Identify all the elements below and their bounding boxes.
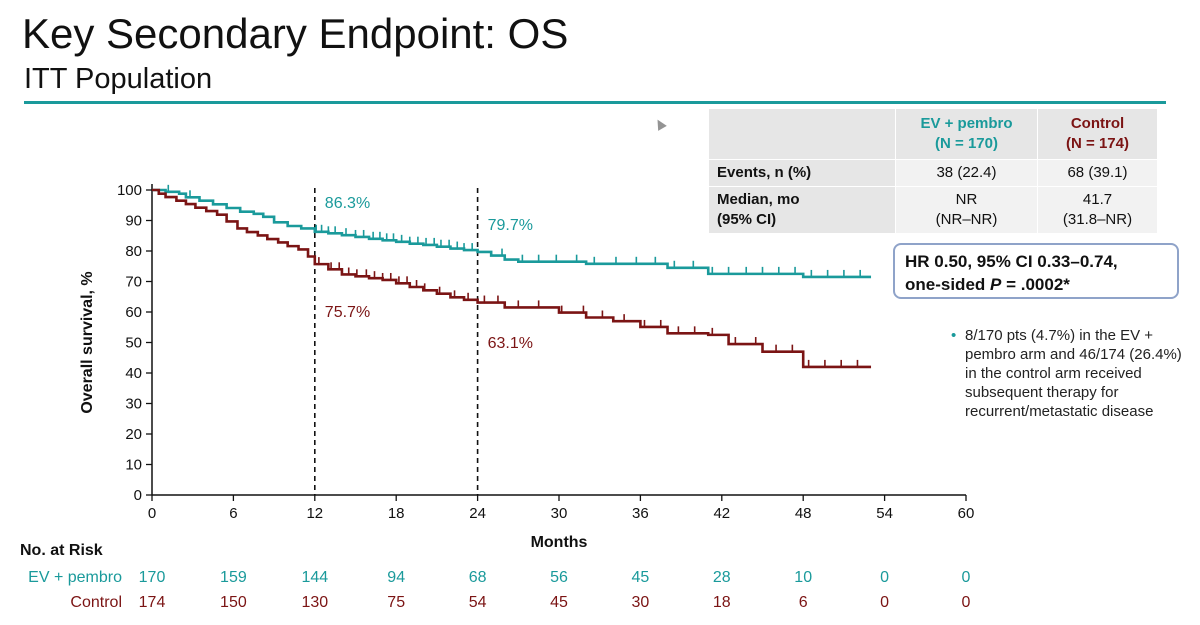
x-tick-label: 0 (148, 505, 156, 522)
landmark-label: 79.7% (488, 217, 533, 234)
y-tick-label: 10 (125, 457, 142, 474)
results-header-ctrl-n: (N = 174) (1066, 135, 1129, 152)
results-median-label-2: (95% CI) (717, 211, 777, 228)
results-row-median: Median, mo (95% CI) NR (NR–NR) 41.7 (31.… (708, 186, 1158, 234)
survival-curves (152, 184, 872, 369)
risk-value: 56 (550, 569, 568, 586)
x-tick-label: 30 (551, 505, 568, 522)
results-header-ev-n: (N = 170) (935, 135, 998, 152)
risk-value: 0 (962, 594, 971, 611)
survival-curve-ev-pembro (152, 188, 872, 279)
risk-value: 54 (469, 594, 487, 611)
risk-value: 10 (794, 569, 812, 586)
results-median-label: Median, mo (95% CI) (708, 186, 896, 234)
y-tick-label: 60 (125, 304, 142, 321)
risk-value: 94 (387, 569, 405, 586)
risk-value: 159 (220, 569, 247, 586)
y-tick-label: 90 (125, 213, 142, 230)
slide-subtitle: ITT Population (24, 63, 213, 95)
x-tick-label: 18 (388, 505, 405, 522)
risk-value: 18 (713, 594, 731, 611)
subsequent-therapy-note: • 8/170 pts (4.7%) in the EV + pembro ar… (951, 326, 1185, 421)
x-axis-label: Months (531, 534, 588, 551)
results-header-ctrl-name: Control (1070, 115, 1125, 132)
results-header-ev-name: EV + pembro (920, 115, 1013, 132)
y-tick-label: 0 (134, 487, 142, 504)
results-events-ev: 38 (22.4) (895, 159, 1038, 187)
hazard-ratio-line-1: HR 0.50, 95% CI 0.33–0.74, (905, 252, 1118, 271)
risk-value: 0 (880, 569, 889, 586)
results-events-ctrl: 68 (39.1) (1037, 159, 1158, 187)
results-table: EV + pembro (N = 170) Control (N = 174) … (708, 108, 1158, 234)
landmark-label: 86.3% (325, 195, 370, 212)
y-tick-label: 20 (125, 426, 142, 443)
title-divider (24, 101, 1166, 104)
chart-axes: 0 10 20 30 40 50 60 70 80 90 100 0 6 12 18 24 30 36 42 48 54… (79, 182, 974, 551)
y-tick-label: 30 (125, 396, 142, 413)
note-text: 8/170 pts (4.7%) in the EV + pembro arm … (965, 327, 1182, 420)
results-median-ev-1: NR (955, 191, 978, 208)
x-tick-label: 12 (306, 505, 323, 522)
y-tick-label: 80 (125, 243, 142, 260)
risk-value: 130 (301, 594, 328, 611)
y-tick-label: 50 (125, 335, 142, 352)
slide-title: Key Secondary Endpoint: OS (22, 10, 569, 57)
risk-row-label: EV + pembro (28, 569, 122, 586)
risk-table-title: No. at Risk (20, 542, 103, 559)
bullet-icon: • (951, 327, 957, 344)
y-tick-label: 100 (117, 182, 142, 199)
risk-value: 68 (469, 569, 487, 586)
risk-value: 75 (387, 594, 405, 611)
x-tick-label: 54 (876, 505, 893, 522)
hr-line2-post: = .0002* (1001, 275, 1070, 294)
risk-value: 45 (550, 594, 568, 611)
hazard-ratio-box: HR 0.50, 95% CI 0.33–0.74, one-sided P =… (893, 243, 1179, 299)
landmark-label: 63.1% (488, 335, 533, 352)
risk-value: 45 (632, 569, 650, 586)
x-tick-label: 42 (713, 505, 730, 522)
risk-value: 28 (713, 569, 731, 586)
reference-lines (313, 188, 479, 495)
risk-value: 0 (880, 594, 889, 611)
hr-line2-pre: one-sided (905, 275, 991, 294)
y-tick-label: 70 (125, 274, 142, 291)
risk-value: 174 (139, 594, 166, 611)
y-axis-label: Overall survival, % (79, 271, 96, 413)
results-median-ctrl-2: (31.8–NR) (1062, 211, 1133, 228)
landmark-labels: 86.3% 79.7% 75.7% 63.1% (325, 195, 533, 352)
results-header-ctrl: Control (N = 174) (1037, 108, 1158, 160)
results-median-ev: NR (NR–NR) (895, 186, 1038, 234)
risk-value: 144 (301, 569, 328, 586)
x-tick-label: 24 (469, 505, 486, 522)
landmark-label: 75.7% (325, 304, 370, 321)
risk-row-label: Control (70, 594, 122, 611)
results-median-label-1: Median, mo (717, 191, 800, 208)
risk-value: 150 (220, 594, 247, 611)
x-tick-label: 60 (958, 505, 975, 522)
results-median-ctrl-1: 41.7 (1082, 191, 1113, 208)
hazard-ratio-line-2: one-sided P = .0002* (905, 273, 1167, 296)
x-tick-label: 48 (795, 505, 812, 522)
results-median-ctrl: 41.7 (31.8–NR) (1037, 186, 1158, 234)
x-tick-label: 6 (229, 505, 237, 522)
x-tick-label: 36 (632, 505, 649, 522)
results-median-ev-2: (NR–NR) (935, 211, 998, 228)
results-header-row: EV + pembro (N = 170) Control (N = 174) (708, 108, 1158, 160)
survival-curve-control (152, 188, 872, 369)
risk-value: 6 (799, 594, 808, 611)
risk-table: No. at Risk EV + pembro 170 159 144 94 68 56 45 2… (20, 542, 971, 611)
hr-p-symbol: P (990, 275, 1002, 294)
risk-value: 0 (962, 569, 971, 586)
risk-value: 170 (139, 569, 166, 586)
risk-value: 30 (632, 594, 650, 611)
y-tick-label: 40 (125, 365, 142, 382)
